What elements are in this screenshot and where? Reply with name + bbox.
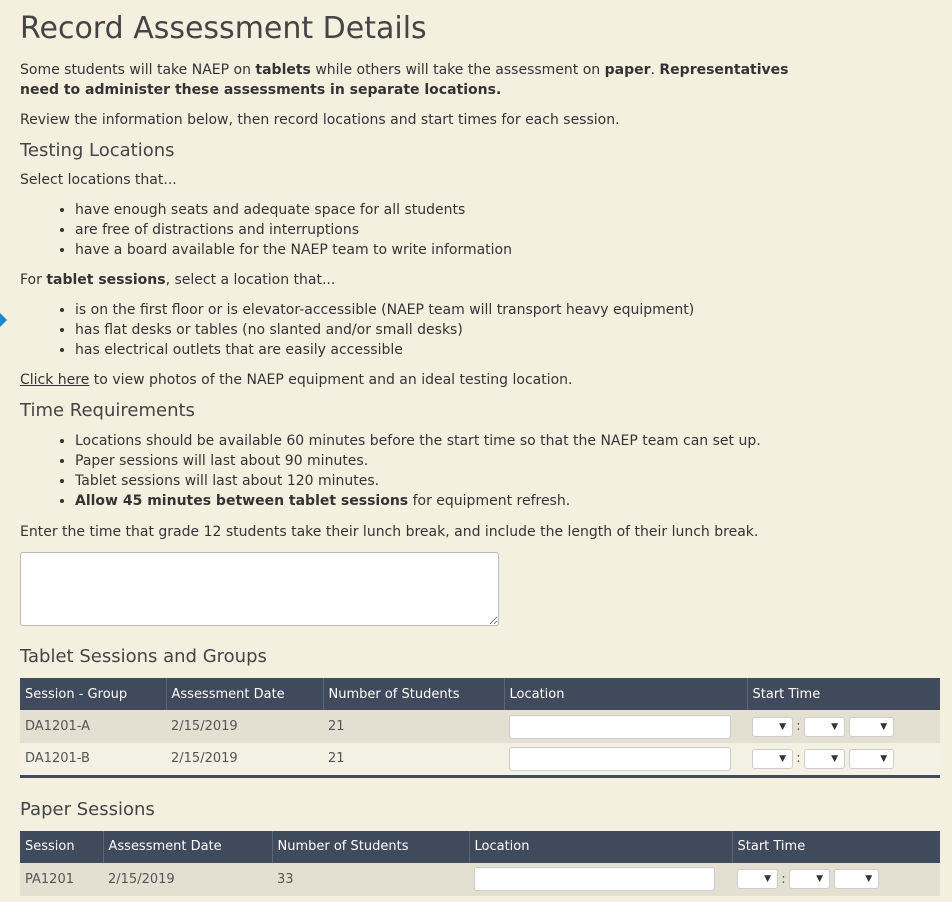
table-row: DA1201-B 2/15/2019 21 ▼: ▼ ▼ <box>20 743 940 776</box>
page-title: Record Assessment Details <box>20 11 427 46</box>
hour-select[interactable]: ▼ <box>737 869 778 889</box>
review-text: Review the information below, then recor… <box>20 112 620 128</box>
lunch-prompt: Enter the time that grade 12 students ta… <box>20 524 759 540</box>
lunch-break-textarea[interactable] <box>20 552 499 626</box>
general-criteria-list: have enough seats and adequate space for… <box>20 200 940 260</box>
table-header: Session - Group Assessment Date Number o… <box>20 678 940 710</box>
t: Representatives need to administer these… <box>20 62 789 98</box>
minute-select[interactable]: ▼ <box>789 869 830 889</box>
students-cell: 21 <box>323 710 504 743</box>
list-item: Tablet sessions will last about 120 minu… <box>75 471 940 491</box>
ampm-select[interactable]: ▼ <box>834 869 880 889</box>
t: For <box>20 272 47 288</box>
date-cell: 2/15/2019 <box>166 710 323 743</box>
click-here-link[interactable]: Click here <box>20 372 90 388</box>
list-item: has electrical outlets that are easily a… <box>75 340 940 360</box>
col-header: Number of Students <box>322 678 504 710</box>
select-intro: Select locations that... <box>20 172 177 188</box>
table-row: DA1201-A 2/15/2019 21 ▼: ▼ ▼ <box>20 710 940 743</box>
tablet-sessions-table: Session - Group Assessment Date Number o… <box>20 678 940 778</box>
t: to view photos of the NAEP equipment and… <box>89 372 573 388</box>
col-header: Location <box>468 830 732 863</box>
t: paper <box>604 62 651 78</box>
students-cell: 33 <box>272 862 469 896</box>
main-content: Record Assessment Details Some students … <box>20 0 940 896</box>
list-item: have enough seats and adequate space for… <box>75 200 940 220</box>
list-item: Paper sessions will last about 90 minute… <box>75 451 940 471</box>
t: for equipment refresh. <box>408 493 571 509</box>
t: : <box>781 871 786 887</box>
list-item: Locations should be available 60 minutes… <box>75 431 940 451</box>
table-header: Session Assessment Date Number of Studen… <box>20 830 940 863</box>
ampm-select[interactable]: ▼ <box>849 716 895 737</box>
session-cell: DA1201-A <box>20 710 166 743</box>
list-item: has flat desks or tables (no slanted and… <box>75 320 940 340</box>
t: , select a location that... <box>165 272 336 288</box>
col-header: Location <box>503 678 747 710</box>
tablet-sessions-heading: Tablet Sessions and Groups <box>20 646 267 667</box>
t: . <box>650 62 660 78</box>
tablet-intro: For tablet sessions, select a location t… <box>20 270 940 290</box>
students-cell: 21 <box>323 743 504 776</box>
col-header: Session - Group <box>20 678 166 710</box>
t: Allow 45 minutes between tablet sessions <box>75 493 409 509</box>
hour-select[interactable]: ▼ <box>752 748 793 769</box>
paper-sessions-heading: Paper Sessions <box>20 798 155 820</box>
col-header: Assessment Date <box>102 830 272 863</box>
col-header: Session <box>20 830 103 863</box>
tablet-criteria-list: is on the first floor or is elevator-acc… <box>20 300 940 360</box>
location-input[interactable] <box>509 714 731 739</box>
ampm-select[interactable]: ▼ <box>849 748 895 769</box>
minute-select[interactable]: ▼ <box>804 748 845 769</box>
list-item: have a board available for the NAEP team… <box>75 240 940 260</box>
location-input[interactable] <box>509 746 731 771</box>
intro-text: Some students will take NAEP on tablets … <box>20 60 800 100</box>
time-list: Locations should be available 60 minutes… <box>20 431 940 511</box>
col-header: Start Time <box>731 830 940 863</box>
t: : <box>796 719 801 734</box>
list-item: is on the first floor or is elevator-acc… <box>75 300 940 320</box>
t: Some students will take NAEP on <box>20 62 256 78</box>
hour-select[interactable]: ▼ <box>752 716 793 737</box>
photos-text: Click here to view photos of the NAEP eq… <box>20 370 940 390</box>
t: tablets <box>255 62 311 78</box>
testing-locations-heading: Testing Locations <box>20 140 175 161</box>
t: : <box>796 751 801 767</box>
col-header: Number of Students <box>271 830 469 863</box>
col-header: Start Time <box>746 678 940 710</box>
t: while others will take the assessment on <box>310 62 605 78</box>
col-header: Assessment Date <box>165 678 323 710</box>
date-cell: 2/15/2019 <box>166 743 323 776</box>
location-input[interactable] <box>474 867 715 891</box>
t: tablet sessions <box>46 272 166 288</box>
date-cell: 2/15/2019 <box>103 862 272 896</box>
list-item: Allow 45 minutes between tablet sessions… <box>75 491 940 511</box>
table-row: PA1201 2/15/2019 33 ▼: ▼ ▼ <box>20 862 940 896</box>
session-cell: DA1201-B <box>20 743 166 776</box>
minute-select[interactable]: ▼ <box>804 716 845 737</box>
session-cell: PA1201 <box>20 862 103 896</box>
current-step-marker-icon <box>0 311 7 329</box>
time-requirements-heading: Time Requirements <box>20 400 195 421</box>
paper-sessions-table: Session Assessment Date Number of Studen… <box>20 830 940 896</box>
list-item: are free of distractions and interruptio… <box>75 220 940 240</box>
